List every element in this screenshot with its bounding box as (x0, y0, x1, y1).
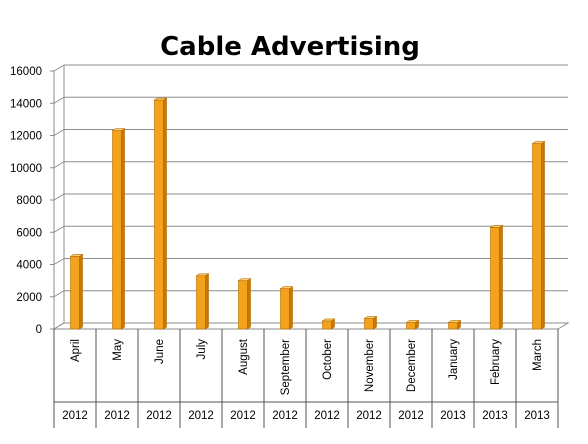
bar-top (363, 316, 378, 319)
y-tick-label: 16000 (10, 66, 42, 78)
gridline-slant (53, 193, 65, 201)
chart-title: Cable Advertising (160, 32, 420, 62)
bar-front (280, 288, 290, 330)
bar-side (121, 128, 125, 330)
x-tick-label: September (280, 339, 292, 395)
x-tick-label: November (364, 339, 376, 392)
bar-side (247, 278, 251, 330)
x-tick-label: June (154, 339, 166, 364)
x-tick-year-label: 2012 (272, 410, 298, 422)
x-tick-label: July (196, 339, 208, 360)
bar-august (237, 278, 252, 330)
bar-side (205, 273, 209, 330)
bar-front (154, 99, 164, 330)
x-tick-label: April (70, 339, 82, 362)
bar-side (163, 97, 167, 330)
y-tick-label: 8000 (16, 195, 42, 207)
bar-november (363, 315, 378, 330)
bar-march (531, 141, 546, 330)
bar-top (111, 128, 126, 131)
bar-side (499, 224, 503, 330)
x-tick-year-label: 2012 (188, 410, 214, 422)
bar-front (532, 143, 542, 330)
x-tick-year-label: 2012 (146, 410, 172, 422)
bar-front (112, 130, 122, 330)
bar-front (322, 320, 332, 330)
x-tick-label: March (532, 339, 544, 371)
bar-top (447, 320, 462, 323)
y-tick-label: 12000 (10, 131, 42, 143)
bar-october (321, 318, 336, 330)
x-tick-label: December (406, 339, 418, 392)
y-axis-tick-labels: 0 2000 4000 6000 8000 10000 12000 14000 16000 (10, 66, 42, 336)
x-tick-year-label: 2012 (314, 410, 340, 422)
bar-front (490, 227, 500, 330)
bar-front (196, 275, 206, 330)
x-tick-label: February (490, 339, 502, 385)
bar-front (364, 318, 374, 330)
x-tick-year-label: 2012 (62, 410, 88, 422)
bar-top (153, 97, 168, 101)
bar-top (489, 225, 504, 228)
bar-top (405, 320, 420, 323)
bar-july (195, 273, 210, 330)
gridline-slant (53, 290, 65, 298)
x-tick-label: January (448, 339, 460, 380)
bar-top (195, 273, 210, 277)
x-tick-year-label: 2012 (398, 410, 424, 422)
bar-top (321, 318, 336, 322)
bar-side (79, 253, 83, 330)
bar-top (279, 286, 294, 289)
bar-february (489, 224, 504, 330)
x-tick-year-label: 2013 (482, 410, 508, 422)
gridline-slant (53, 225, 65, 233)
bars (69, 97, 546, 330)
y-tick-label: 0 (36, 324, 42, 336)
bar-june (153, 97, 168, 330)
bar-front (448, 322, 458, 330)
category-axis-table: April 2012 May 2012 June 2012 July 2012 August 20… (53, 329, 559, 428)
x-tick-year-label: 2013 (440, 410, 466, 422)
bar-september (279, 286, 294, 330)
y-tick-label: 10000 (10, 163, 42, 175)
bar-top (237, 278, 252, 281)
bar-side (541, 141, 545, 330)
x-tick-year-label: 2012 (104, 410, 130, 422)
bar-front (406, 322, 416, 330)
y-tick-label: 2000 (16, 292, 42, 304)
y-tick-label: 6000 (16, 227, 42, 239)
x-tick-year-label: 2012 (356, 410, 382, 422)
gridline-slant (53, 96, 65, 104)
bar-side (289, 286, 293, 330)
bar-may (111, 128, 126, 330)
bar-january (447, 319, 462, 330)
gridline-slant (53, 64, 65, 72)
x-tick-label: May (112, 339, 124, 361)
y-tick-label: 14000 (10, 98, 42, 110)
bar-front (70, 256, 80, 330)
x-tick-year-label: 2012 (230, 410, 256, 422)
x-tick-label: October (322, 339, 334, 380)
bar-front (238, 280, 248, 330)
bar-december (405, 319, 420, 330)
bar-top (531, 141, 546, 144)
bar-april (69, 253, 84, 330)
gridlines (50, 64, 568, 330)
x-tick-year-label: 2013 (524, 410, 550, 422)
gridline-slant (53, 129, 65, 136)
y-tick-label: 4000 (16, 260, 42, 272)
gridline-slant (53, 161, 65, 169)
bar-top (69, 254, 84, 257)
x-tick-label: August (238, 338, 250, 375)
gridline-slant (53, 258, 65, 265)
